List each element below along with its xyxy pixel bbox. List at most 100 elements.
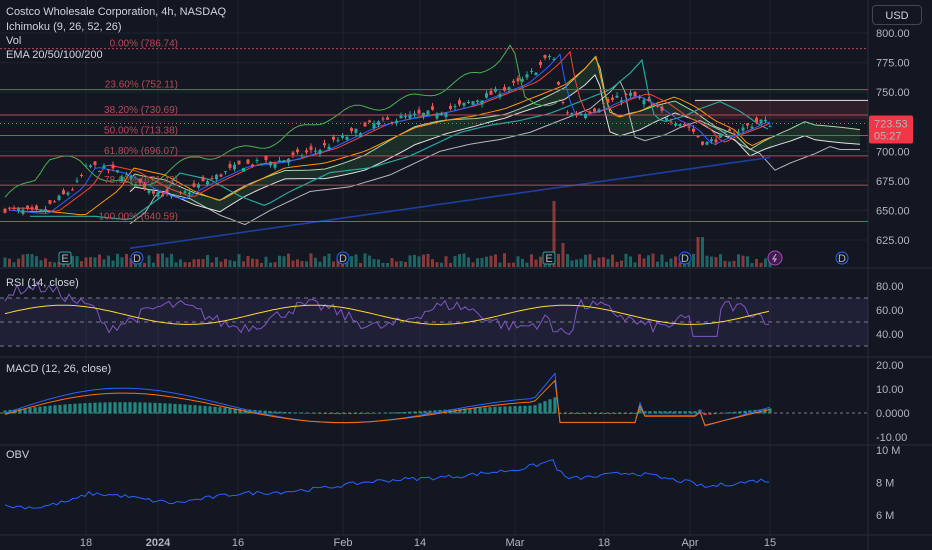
macd-histogram-bar bbox=[158, 403, 162, 414]
candle-body bbox=[408, 114, 412, 119]
time-axis-tick: 16 bbox=[232, 537, 244, 549]
volume-bar bbox=[705, 255, 709, 267]
macd-histogram-bar bbox=[473, 407, 477, 414]
candle-body bbox=[93, 161, 97, 165]
macd-histogram-bar bbox=[408, 411, 412, 414]
dividend-marker bbox=[678, 251, 692, 265]
volume-bar bbox=[660, 254, 664, 267]
volume-bar bbox=[165, 257, 169, 267]
obv-label: OBV bbox=[6, 449, 30, 461]
candle-body bbox=[714, 139, 718, 143]
candle-body bbox=[507, 87, 511, 90]
macd-histogram-bar bbox=[383, 412, 387, 414]
macd-histogram-bar bbox=[358, 413, 362, 414]
macd-axis-tick: 0.0000 bbox=[876, 408, 910, 420]
volume-bar bbox=[192, 259, 196, 267]
candle-body bbox=[336, 140, 340, 142]
currency-button[interactable]: USD bbox=[872, 5, 922, 25]
volume-bar bbox=[224, 258, 227, 267]
volume-bar bbox=[318, 261, 322, 267]
time-axis-tick: Feb bbox=[334, 537, 353, 549]
volume-bar bbox=[111, 260, 115, 267]
volume-bar bbox=[732, 260, 736, 267]
candle-body bbox=[462, 102, 466, 106]
candle-body bbox=[395, 120, 398, 124]
macd-histogram-bar bbox=[318, 413, 322, 414]
volume-bar bbox=[746, 256, 749, 267]
macd-histogram-bar bbox=[258, 410, 262, 414]
volume-bar bbox=[525, 262, 529, 267]
candle-body bbox=[606, 99, 610, 103]
candle-body bbox=[3, 208, 7, 213]
volume-bar bbox=[152, 262, 155, 267]
volume-bar bbox=[174, 262, 178, 267]
macd-histogram-bar bbox=[638, 407, 642, 414]
time-axis-tick: 18 bbox=[598, 537, 610, 549]
macd-histogram-bar bbox=[198, 405, 202, 414]
earnings-marker-label: E bbox=[61, 253, 68, 265]
macd-histogram-bar bbox=[28, 407, 32, 414]
candle-body bbox=[39, 209, 43, 212]
macd-histogram-bar bbox=[733, 411, 737, 414]
macd-histogram-bar bbox=[398, 412, 402, 414]
candle-body bbox=[327, 146, 331, 150]
volume-bar bbox=[521, 258, 524, 267]
candle-body bbox=[633, 92, 637, 97]
candle-body bbox=[665, 117, 668, 121]
macd-histogram-bar bbox=[353, 413, 357, 415]
volume-bar bbox=[359, 262, 362, 267]
volume-bar bbox=[534, 259, 538, 267]
candle-body bbox=[17, 208, 20, 211]
macd-histogram-bar bbox=[173, 403, 177, 414]
candle-body bbox=[516, 78, 520, 82]
volume-bar bbox=[440, 262, 443, 267]
volume-bar bbox=[674, 256, 677, 267]
rsi-line bbox=[4, 280, 770, 337]
candle-body bbox=[251, 164, 254, 167]
macd-histogram-bar bbox=[298, 412, 302, 414]
macd-histogram-bar bbox=[23, 408, 27, 414]
candle-body bbox=[413, 113, 416, 115]
macd-histogram-bar bbox=[368, 413, 372, 414]
volume-bar bbox=[368, 255, 371, 267]
ichimoku-span-a bbox=[129, 56, 861, 201]
volume-bar bbox=[404, 261, 407, 267]
volume-bar bbox=[53, 262, 56, 267]
macd-histogram-bar bbox=[413, 411, 417, 414]
volume-bar bbox=[309, 253, 313, 267]
candle-body bbox=[575, 114, 578, 116]
volume-bar bbox=[35, 256, 38, 267]
candle-body bbox=[399, 115, 403, 119]
macd-histogram-bar bbox=[288, 412, 292, 414]
volume-bar bbox=[377, 259, 380, 267]
volume-indicator-label[interactable]: Vol bbox=[6, 35, 22, 47]
macd-histogram-bar bbox=[493, 406, 497, 414]
ichimoku-kumo-fill bbox=[130, 57, 860, 212]
candle-body bbox=[354, 129, 358, 133]
candle-body bbox=[62, 190, 65, 195]
volume-bar bbox=[264, 256, 268, 267]
macd-histogram-bar bbox=[548, 399, 552, 414]
macd-histogram-bar bbox=[713, 413, 717, 415]
rsi-axis-tick: 80.00 bbox=[876, 281, 904, 293]
volume-bar bbox=[584, 254, 587, 267]
macd-histogram-bar bbox=[303, 412, 307, 414]
macd-histogram-bar bbox=[513, 406, 517, 414]
volume-bar bbox=[714, 257, 718, 267]
ichimoku-indicator-label[interactable]: Ichimoku (9, 26, 52, 26) bbox=[6, 21, 122, 33]
candle-body bbox=[642, 99, 646, 105]
candle-body bbox=[494, 88, 497, 92]
candle-body bbox=[449, 105, 452, 109]
volume-bar bbox=[548, 262, 551, 267]
macd-histogram-bar bbox=[553, 397, 557, 414]
obv-pane bbox=[4, 458, 770, 510]
candle-body bbox=[215, 174, 218, 180]
volume-bar bbox=[102, 259, 106, 267]
volume-bar bbox=[701, 237, 704, 267]
macd-histogram-bar bbox=[578, 413, 582, 415]
dividend-marker bbox=[336, 251, 350, 265]
ema-indicator-label[interactable]: EMA 20/50/100/200 bbox=[6, 49, 103, 61]
volume-bar bbox=[179, 259, 182, 267]
volume-bar bbox=[692, 253, 695, 267]
